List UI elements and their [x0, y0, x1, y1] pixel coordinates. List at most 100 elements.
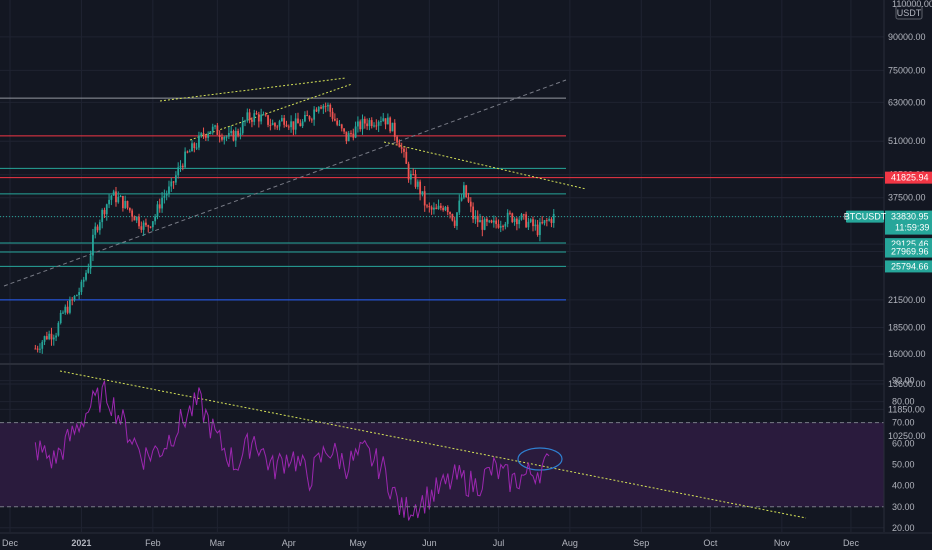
candle-body	[168, 186, 170, 194]
candle-body	[73, 296, 76, 301]
price-level-badge: 27969.96	[885, 245, 932, 258]
candle-body	[142, 222, 145, 230]
candle-body	[278, 121, 281, 127]
candle-body	[497, 224, 500, 228]
candle-body	[389, 117, 392, 132]
candle-body	[460, 197, 463, 201]
candle-body	[486, 218, 488, 222]
price-level-badge-label: 29125.46	[891, 239, 929, 249]
candle-body	[34, 348, 37, 350]
candle-body	[62, 312, 64, 314]
candle-body	[386, 117, 389, 125]
candle-body	[350, 133, 352, 135]
candle-body	[467, 197, 470, 202]
candle-body	[366, 123, 369, 127]
candle-body	[469, 201, 472, 207]
candle-body	[458, 200, 461, 213]
price-level-badge-bg	[885, 210, 932, 235]
long-support-trendline	[3, 79, 567, 287]
candle-body	[165, 193, 168, 196]
candle-body	[59, 312, 62, 323]
candle-body	[172, 181, 175, 183]
countdown-label: 11:59:39	[895, 223, 929, 233]
rsi-tick-label: 40.00	[892, 481, 915, 491]
candle-body	[398, 142, 401, 148]
candle-body	[262, 114, 265, 116]
price-level-badge-label: 41825.94	[891, 173, 929, 183]
candle-body	[340, 124, 343, 129]
candle-body	[131, 210, 134, 217]
candle-body	[513, 218, 516, 222]
horizontal-levels[interactable]	[0, 97, 884, 301]
candle-body	[304, 115, 306, 122]
candle-body	[101, 209, 104, 223]
candle-body	[456, 212, 458, 226]
candle-body	[357, 121, 359, 127]
candle-body	[363, 118, 366, 124]
candle-body	[407, 163, 410, 180]
candle-body	[216, 125, 219, 135]
candle-body	[297, 118, 299, 124]
candle-body	[446, 207, 449, 213]
candle-body	[527, 221, 530, 228]
candle-body	[354, 126, 357, 138]
candle-body	[211, 126, 214, 132]
candle-body	[393, 122, 396, 137]
candle-body	[248, 112, 251, 120]
candle-body	[255, 113, 258, 115]
candle-body	[539, 222, 541, 235]
price-axis[interactable]: 90000.0075000.0063000.0051000.0042500.00…	[844, 0, 932, 532]
candle-body	[492, 220, 495, 223]
candle-body	[428, 206, 431, 208]
candle-body	[532, 219, 534, 227]
candle-body	[121, 195, 124, 209]
candle-body	[423, 191, 426, 206]
price-level-badge-bg	[885, 171, 932, 184]
candle-body	[214, 125, 216, 127]
candle-body	[154, 216, 157, 222]
candle-body	[336, 120, 339, 125]
price-level-badge-bg	[885, 245, 932, 258]
candle-body	[191, 143, 193, 152]
candle-body	[426, 205, 428, 207]
candle-body	[299, 123, 302, 127]
candle-body	[421, 191, 424, 195]
candle-body	[419, 181, 422, 195]
candle-body	[518, 219, 521, 225]
candle-body	[345, 131, 348, 142]
candle-body	[285, 124, 288, 127]
candle-body	[495, 220, 498, 225]
candle-body	[414, 174, 417, 187]
candle-body	[324, 105, 327, 107]
candle-body	[465, 185, 468, 198]
time-tick-label: Oct	[703, 538, 718, 548]
candle-body	[400, 147, 403, 149]
candle-body	[483, 218, 486, 230]
candle-body	[382, 118, 385, 122]
candle-body	[315, 109, 318, 112]
time-axis[interactable]: Dec 2021 Feb Mar Apr May Jun Jul Aug Sep Oct Nov Dec	[0, 532, 932, 548]
rsi-axis[interactable]: 90.00 80.00 70.00 60.00 50.00 40.00 30.00 20.00	[892, 376, 915, 533]
candle-body	[522, 214, 525, 216]
candle-body	[308, 116, 311, 120]
price-tick-label: 13600.00	[888, 379, 926, 389]
candle-body	[375, 125, 378, 127]
price-tick-label: 11850.00	[888, 404, 925, 414]
candle-body	[98, 222, 101, 231]
rsi-tick-label: 30.00	[892, 502, 915, 512]
candle-body	[520, 214, 523, 220]
candle-body	[85, 272, 87, 280]
time-tick-label: Sep	[633, 538, 649, 548]
candle-body	[396, 136, 398, 143]
candle-body	[343, 128, 345, 132]
candle-body	[89, 255, 92, 269]
time-tick-label: Mar	[210, 538, 226, 548]
candle-body	[437, 205, 440, 210]
candle-body	[128, 207, 131, 211]
candle-body	[135, 216, 138, 221]
candle-body	[246, 112, 249, 121]
candle-body	[373, 125, 375, 127]
candle-body	[449, 212, 451, 215]
